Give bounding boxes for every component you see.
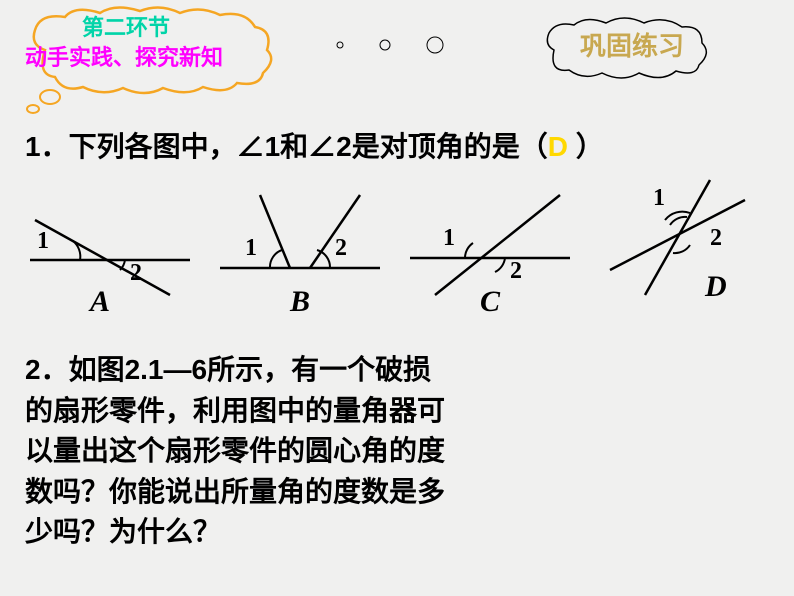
diagram-a-angle1: 1 — [37, 228, 49, 255]
diagram-d: 1 2 D — [595, 175, 765, 310]
question-1: 1．下列各图中，∠1和∠2是对顶角的是（D ） — [25, 125, 604, 165]
diagram-c-angle1: 1 — [443, 225, 455, 252]
q1-answer: D — [548, 131, 568, 162]
diagram-d-label: D — [705, 270, 727, 304]
diagram-b-label: B — [290, 285, 310, 319]
diagram-a: 1 2 A — [25, 190, 195, 315]
diagram-c: 1 2 C — [405, 190, 575, 315]
diagram-b: 1 2 B — [215, 190, 385, 315]
cloud-left-title: 第二环节 — [82, 10, 170, 42]
cloud-left-subtitle: 动手实践、探究新知 — [25, 40, 223, 72]
diagram-a-angle2: 2 — [130, 260, 142, 287]
q1-suffix: ） — [576, 131, 604, 162]
q1-prefix: 1．下列各图中，∠1和∠2是对顶角的是（ — [25, 131, 548, 162]
diagram-a-label: A — [90, 285, 110, 319]
cloud-right-title: 巩固练习 — [580, 26, 684, 63]
diagram-b-angle2: 2 — [335, 235, 347, 262]
diagram-d-angle1: 1 — [653, 185, 665, 212]
connector-dots — [330, 30, 490, 65]
diagram-d-angle2: 2 — [710, 225, 722, 252]
diagram-b-angle1: 1 — [245, 235, 257, 262]
question-2: 2．如图2.1—6所示，有一个破损的扇形零件，利用图中的量角器可以量出这个扇形零… — [25, 350, 455, 553]
diagram-c-angle2: 2 — [510, 258, 522, 285]
diagrams-row: 1 2 A 1 2 B 1 2 C — [25, 175, 765, 325]
diagram-c-label: C — [480, 285, 500, 319]
